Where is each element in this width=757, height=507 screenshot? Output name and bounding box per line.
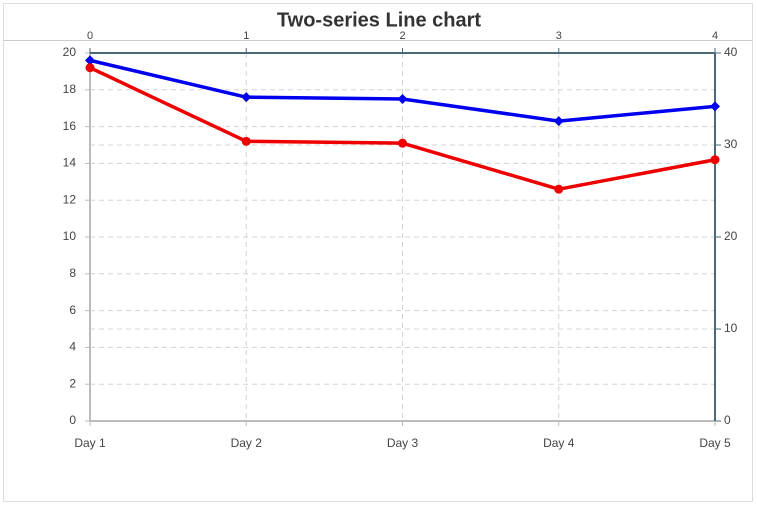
- x-tick-label: Day 1: [74, 436, 106, 450]
- x-tick-label: Day 2: [231, 436, 263, 450]
- point: [397, 94, 408, 104]
- point: [85, 55, 95, 66]
- x-tick-label: Day 3: [387, 436, 419, 450]
- y-tick-label: 18: [63, 82, 77, 96]
- y-tick-label: 10: [63, 229, 77, 243]
- x2-tick-label: 1: [243, 30, 249, 42]
- x2-tick-label: 3: [556, 30, 562, 42]
- y2-tick-label: 0: [724, 413, 731, 427]
- y-tick-label: 14: [63, 156, 77, 170]
- x2-tick-label: 0: [87, 30, 93, 42]
- point: [710, 155, 720, 165]
- y-tick-label: 2: [69, 376, 76, 390]
- point: [241, 92, 252, 103]
- y2-tick-label: 30: [724, 137, 738, 151]
- point: [241, 136, 251, 146]
- y-tick-label: 6: [69, 303, 76, 317]
- y-tick-label: 16: [63, 119, 77, 133]
- y2-tick-label: 10: [724, 321, 738, 335]
- x2-tick-label: 4: [712, 30, 718, 42]
- point: [85, 63, 95, 73]
- x-tick-label: Day 4: [543, 436, 575, 450]
- y-tick-label: 12: [63, 192, 77, 206]
- point: [710, 101, 720, 112]
- point: [553, 116, 564, 127]
- y2-tick-label: 40: [724, 45, 738, 59]
- y-tick-label: 20: [63, 45, 77, 59]
- point: [554, 184, 564, 194]
- y-tick-label: 0: [69, 413, 76, 427]
- x-tick-label: Day 5: [699, 436, 731, 450]
- x2-tick-label: 2: [399, 30, 405, 42]
- y-tick-label: 4: [69, 340, 76, 354]
- y2-tick-label: 20: [724, 229, 738, 243]
- point: [398, 138, 407, 148]
- y-tick-label: 8: [69, 266, 76, 280]
- chart-title: Two-series Line chart: [277, 9, 481, 31]
